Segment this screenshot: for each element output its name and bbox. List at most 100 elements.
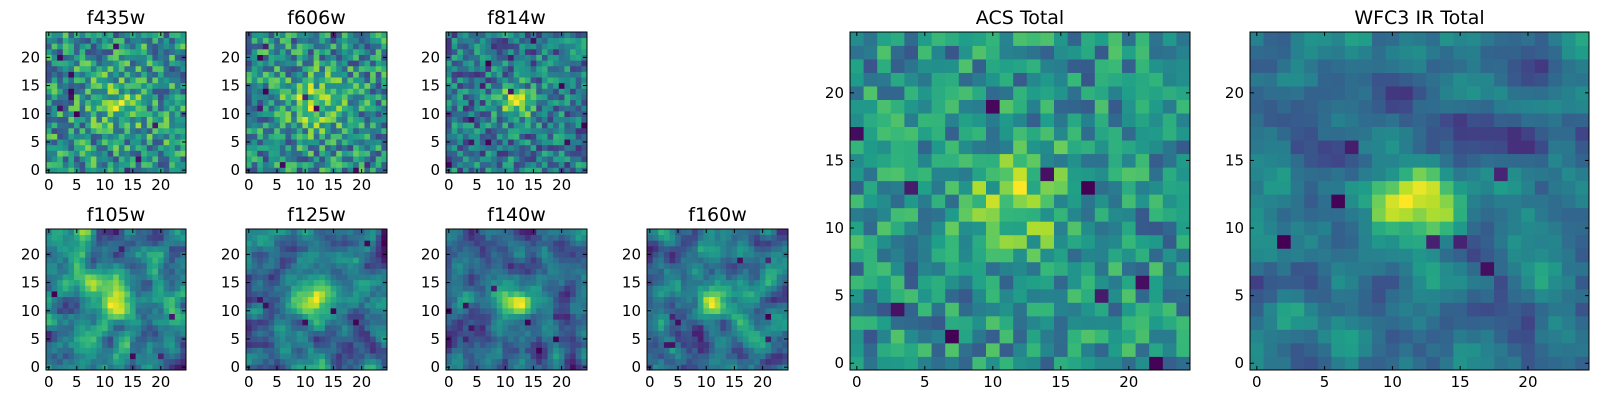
heatmap-cell: [918, 356, 932, 371]
heatmap-cell: [958, 329, 973, 344]
heatmap-cell: [285, 324, 292, 331]
heatmap-cell: [364, 88, 371, 95]
heatmap-cell: [863, 288, 878, 303]
heatmap-cell: [308, 330, 315, 337]
heatmap-cell: [163, 347, 170, 354]
heatmap-cell: [246, 358, 253, 365]
heatmap-cell: [575, 358, 582, 365]
heatmap-cell: [491, 279, 498, 286]
heatmap-cell: [703, 274, 710, 281]
heatmap-cell: [491, 302, 498, 309]
heatmap-cell: [462, 296, 469, 303]
heatmap-cell: [502, 257, 509, 264]
heatmap-cell: [508, 341, 515, 348]
heatmap-cell: [457, 296, 464, 303]
heatmap-cell: [904, 261, 919, 276]
heatmap-cell: [564, 229, 571, 236]
heatmap-cell: [358, 77, 365, 84]
heatmap-cell: [725, 302, 732, 309]
heatmap-cell: [135, 65, 142, 72]
heatmap-cell: [381, 296, 388, 303]
heatmap-cell: [163, 268, 170, 275]
heatmap-cell: [347, 105, 354, 112]
heatmap-cell: [169, 60, 176, 67]
heatmap-cell: [581, 291, 588, 298]
heatmap-cell: [251, 324, 258, 331]
heatmap-cell: [152, 234, 159, 241]
heatmap-cell: [748, 341, 755, 348]
heatmap-cell: [720, 285, 727, 292]
heatmap-cell: [496, 116, 503, 123]
heatmap-cell: [285, 353, 292, 360]
heatmap-cell: [358, 94, 365, 101]
heatmap-cell: [536, 139, 543, 146]
heatmap-cell: [462, 105, 469, 112]
heatmap-cell: [541, 77, 548, 84]
heatmap-cell: [174, 94, 181, 101]
heatmap-cell: [1108, 329, 1123, 344]
heatmap-cell: [972, 261, 987, 276]
heatmap-cell: [748, 279, 755, 286]
heatmap-cell: [986, 315, 1000, 330]
heatmap-cell: [113, 88, 120, 95]
heatmap-cell: [457, 324, 464, 331]
heatmap-cell: [945, 315, 960, 330]
heatmap-cell: [118, 105, 125, 112]
heatmap-cell: [663, 274, 670, 281]
heatmap-cell: [381, 37, 388, 44]
heatmap-cell: [68, 319, 75, 326]
heatmap-cell: [748, 240, 755, 247]
heatmap-cell: [107, 133, 114, 140]
heatmap-cell: [152, 48, 159, 55]
heatmap-cell: [468, 240, 475, 247]
heatmap-cell: [124, 268, 131, 275]
heatmap-cell: [308, 82, 315, 89]
heatmap-cell: [536, 161, 543, 168]
heatmap-cell: [180, 347, 187, 354]
heatmap-cell: [353, 302, 360, 309]
heatmap-cell: [581, 37, 588, 44]
heatmap-cell: [341, 88, 348, 95]
heatmap-cell: [302, 240, 309, 247]
heatmap-cell: [697, 262, 704, 269]
heatmap-cell: [748, 319, 755, 326]
heatmap-cell: [375, 82, 382, 89]
heatmap-cell: [302, 161, 309, 168]
heatmap-cell: [279, 161, 286, 168]
heatmap-cell: [319, 291, 326, 298]
heatmap-cell: [152, 71, 159, 78]
heatmap-cell: [135, 150, 142, 157]
heatmap-cell: [1013, 342, 1028, 357]
heatmap-cell: [341, 65, 348, 72]
heatmap-cell: [291, 88, 298, 95]
heatmap-cell: [96, 116, 103, 123]
heatmap-cell: [102, 336, 108, 343]
heatmap-cell: [541, 99, 548, 106]
heatmap-cell: [462, 167, 469, 174]
heatmap-cell: [575, 43, 582, 50]
heatmap-cell: [754, 268, 761, 275]
heatmap-cell: [375, 279, 382, 286]
heatmap-cell: [353, 245, 360, 252]
heatmap-cell: [135, 229, 142, 236]
heatmap-cell: [547, 156, 554, 163]
heatmap-cell: [146, 167, 153, 174]
heatmap-cell: [468, 245, 475, 252]
heatmap-cell: [553, 167, 560, 174]
heatmap-cell: [1149, 275, 1164, 290]
heatmap-cell: [324, 307, 331, 314]
heatmap-cell: [680, 302, 687, 309]
heatmap-cell: [319, 144, 326, 151]
heatmap-cell: [972, 315, 987, 330]
heatmap-cell: [462, 122, 469, 129]
heatmap-cell: [1094, 221, 1109, 236]
heatmap-cell: [502, 133, 509, 140]
heatmap-cell: [158, 274, 164, 281]
heatmap-cell: [375, 161, 382, 168]
heatmap-cell: [462, 99, 469, 106]
heatmap-cell: [364, 274, 371, 281]
heatmap-cell: [972, 275, 987, 290]
heatmap-cell: [468, 105, 475, 112]
heatmap-cell: [324, 139, 331, 146]
heatmap-cell: [731, 302, 738, 309]
